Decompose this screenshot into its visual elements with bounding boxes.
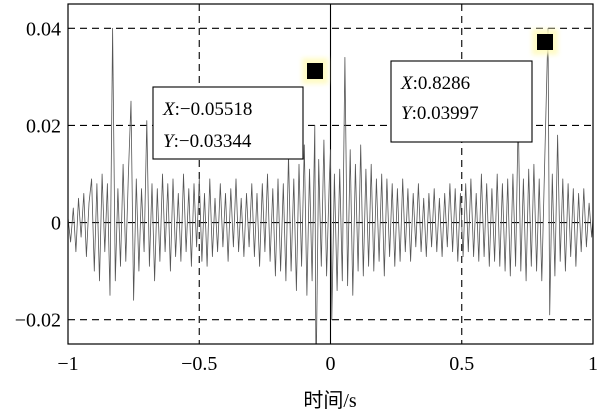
y-tick-labels: 0.04 0.02 0 −0.02 <box>15 18 61 331</box>
y-tick-label: 0 <box>51 213 61 235</box>
x-tick-label: 1 <box>588 353 598 375</box>
datatip[interactable]: X:0.8286 Y:0.03997 <box>390 29 558 143</box>
datatip-x-text: X:−0.05518 <box>162 99 252 120</box>
datatip-x-text: X:0.8286 <box>400 73 470 94</box>
datatip-marker[interactable] <box>537 34 553 50</box>
x-tick-label: −0.5 <box>181 353 217 375</box>
x-tick-labels: −1 −0.5 0 0.5 1 <box>57 353 598 375</box>
x-tick-label: −1 <box>57 353 78 375</box>
datatips: X:−0.05518 Y:−0.03344 X:0.8286 Y:0.03997 <box>152 29 558 160</box>
datatip-box <box>152 86 304 160</box>
datatip-y-text: Y:−0.03344 <box>163 131 252 152</box>
series-layer <box>68 27 593 344</box>
x-tick-label: 0 <box>326 353 336 375</box>
y-tick-label: 0.02 <box>26 115 61 137</box>
y-tick-label: 0.04 <box>26 18 61 40</box>
datatip-y-text: Y:0.03997 <box>401 103 479 124</box>
datatip-box <box>390 60 533 143</box>
series-line <box>68 27 593 344</box>
datatip-marker[interactable] <box>307 63 323 79</box>
x-tick-label: 0.5 <box>449 353 474 375</box>
y-tick-label: −0.02 <box>15 310 61 332</box>
plot-frame <box>67 3 594 345</box>
datatip[interactable]: X:−0.05518 Y:−0.03344 <box>152 58 328 160</box>
x-axis-label: 时间/s <box>303 389 357 412</box>
